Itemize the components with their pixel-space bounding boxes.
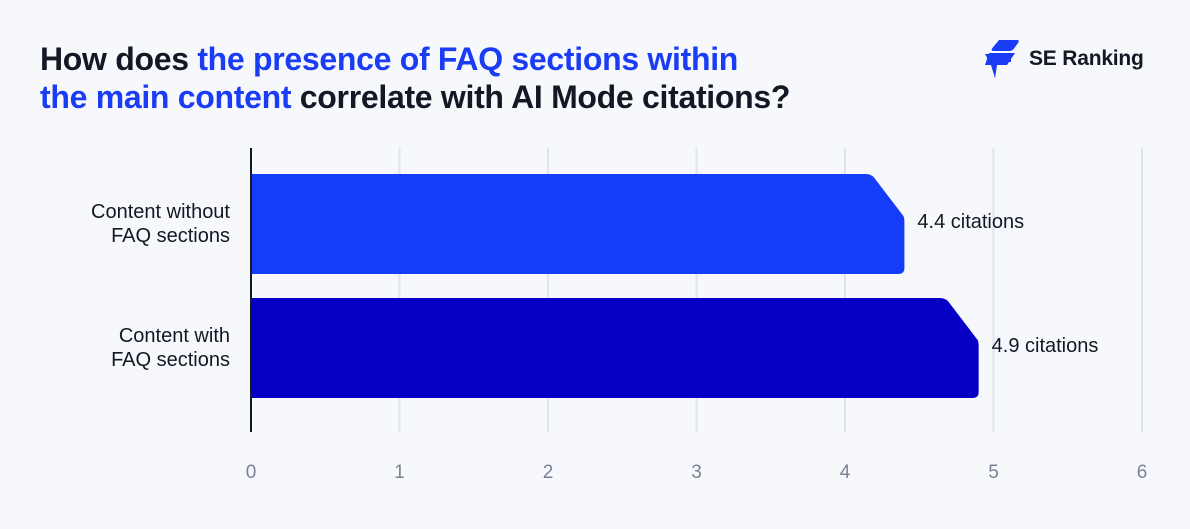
category-label-line: FAQ sections xyxy=(111,349,230,371)
chart-title: How does the presence of FAQ sections wi… xyxy=(40,40,940,116)
bar-with-faq xyxy=(251,298,979,398)
x-tick-label: 3 xyxy=(691,462,702,483)
title-highlight-2: the main content xyxy=(40,79,292,115)
x-tick-label: 5 xyxy=(988,462,999,483)
x-tick-label: 1 xyxy=(394,462,405,483)
bar-without-faq xyxy=(251,174,905,274)
title-text-1: How does xyxy=(40,41,198,77)
x-tick-label: 0 xyxy=(245,462,257,483)
category-label-line: Content without xyxy=(91,201,230,223)
category-label-line: Content with xyxy=(118,325,230,347)
category-label: Content without FAQ sections xyxy=(0,200,230,248)
category-label-line: FAQ sections xyxy=(111,225,230,247)
data-label: 4.9 citations xyxy=(991,335,1099,357)
data-label: 4.4 citations xyxy=(917,211,1025,233)
title-text-2: correlate with AI Mode citations? xyxy=(291,79,791,115)
x-tick-label: 4 xyxy=(839,462,851,483)
brand-logo: SE Ranking xyxy=(985,40,1144,78)
x-tick-label: 6 xyxy=(1136,462,1148,483)
category-label: Content with FAQ sections xyxy=(0,324,230,372)
title-highlight-1: the presence of FAQ sections within xyxy=(197,41,739,77)
se-ranking-logo-icon xyxy=(985,40,1019,78)
brand-name: SE Ranking xyxy=(1029,47,1144,70)
x-tick-label: 2 xyxy=(542,462,554,483)
